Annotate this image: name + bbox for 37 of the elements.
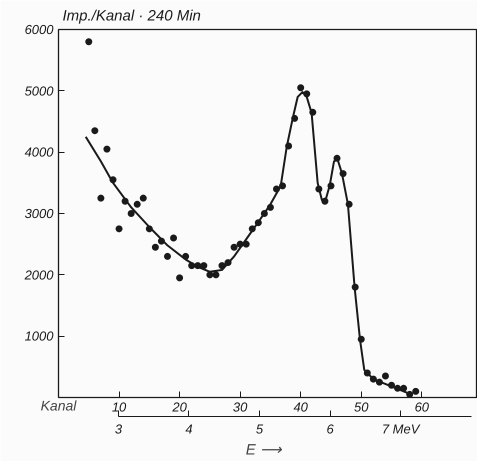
y-tick-label: 5000 [24, 83, 54, 98]
point [140, 194, 147, 202]
point [152, 244, 159, 251]
x-tick-label: 50 [354, 400, 370, 414]
point [382, 372, 389, 380]
point [176, 274, 184, 282]
x-tick-label: 10 [112, 400, 128, 414]
point [134, 200, 141, 208]
point [230, 244, 238, 251]
x2-tick-label: 3 [114, 422, 123, 436]
x2-tick-label: 7 MeV [382, 422, 421, 436]
y-tick-label: 4000 [24, 144, 54, 160]
y-tick-label: 6000 [24, 22, 54, 37]
point [85, 38, 92, 46]
y-tick-label: 3000 [24, 206, 54, 221]
point [116, 225, 123, 232]
x2-tick-label: 5 [256, 422, 264, 436]
x2-tick-label: 4 [185, 422, 193, 436]
x2-axis-title: E ⟶ [246, 442, 283, 458]
y-tick-label: 2000 [24, 267, 54, 282]
point [170, 234, 178, 242]
point [128, 210, 135, 217]
point [212, 271, 220, 278]
x-tick-label: 40 [293, 400, 309, 414]
point [412, 388, 420, 395]
point [297, 84, 304, 92]
point [103, 146, 110, 153]
y-axis-title: Imp./Kanal · 240 Min [62, 8, 201, 24]
y-tick-label: 1000 [24, 328, 54, 344]
point [164, 252, 171, 260]
point [91, 127, 98, 134]
x-tick-label: 20 [171, 400, 188, 414]
x-tick-label: 60 [414, 400, 430, 414]
x2-tick-label: 6 [326, 422, 334, 436]
x-axis-title: Kanal [40, 398, 78, 414]
point [97, 194, 104, 202]
x-tick-label: 30 [232, 400, 248, 414]
